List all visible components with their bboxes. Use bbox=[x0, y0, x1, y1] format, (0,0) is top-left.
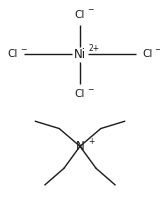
Text: −: − bbox=[87, 5, 94, 15]
Text: +: + bbox=[88, 136, 94, 146]
Text: Cl: Cl bbox=[75, 89, 85, 99]
Text: N: N bbox=[76, 140, 84, 153]
Text: 2+: 2+ bbox=[89, 44, 100, 53]
Text: Ni: Ni bbox=[74, 48, 86, 61]
Text: −: − bbox=[20, 45, 26, 54]
Text: Cl: Cl bbox=[142, 49, 152, 59]
Text: −: − bbox=[154, 45, 160, 54]
Text: −: − bbox=[87, 85, 94, 94]
Text: Cl: Cl bbox=[75, 10, 85, 20]
Text: Cl: Cl bbox=[8, 49, 18, 59]
